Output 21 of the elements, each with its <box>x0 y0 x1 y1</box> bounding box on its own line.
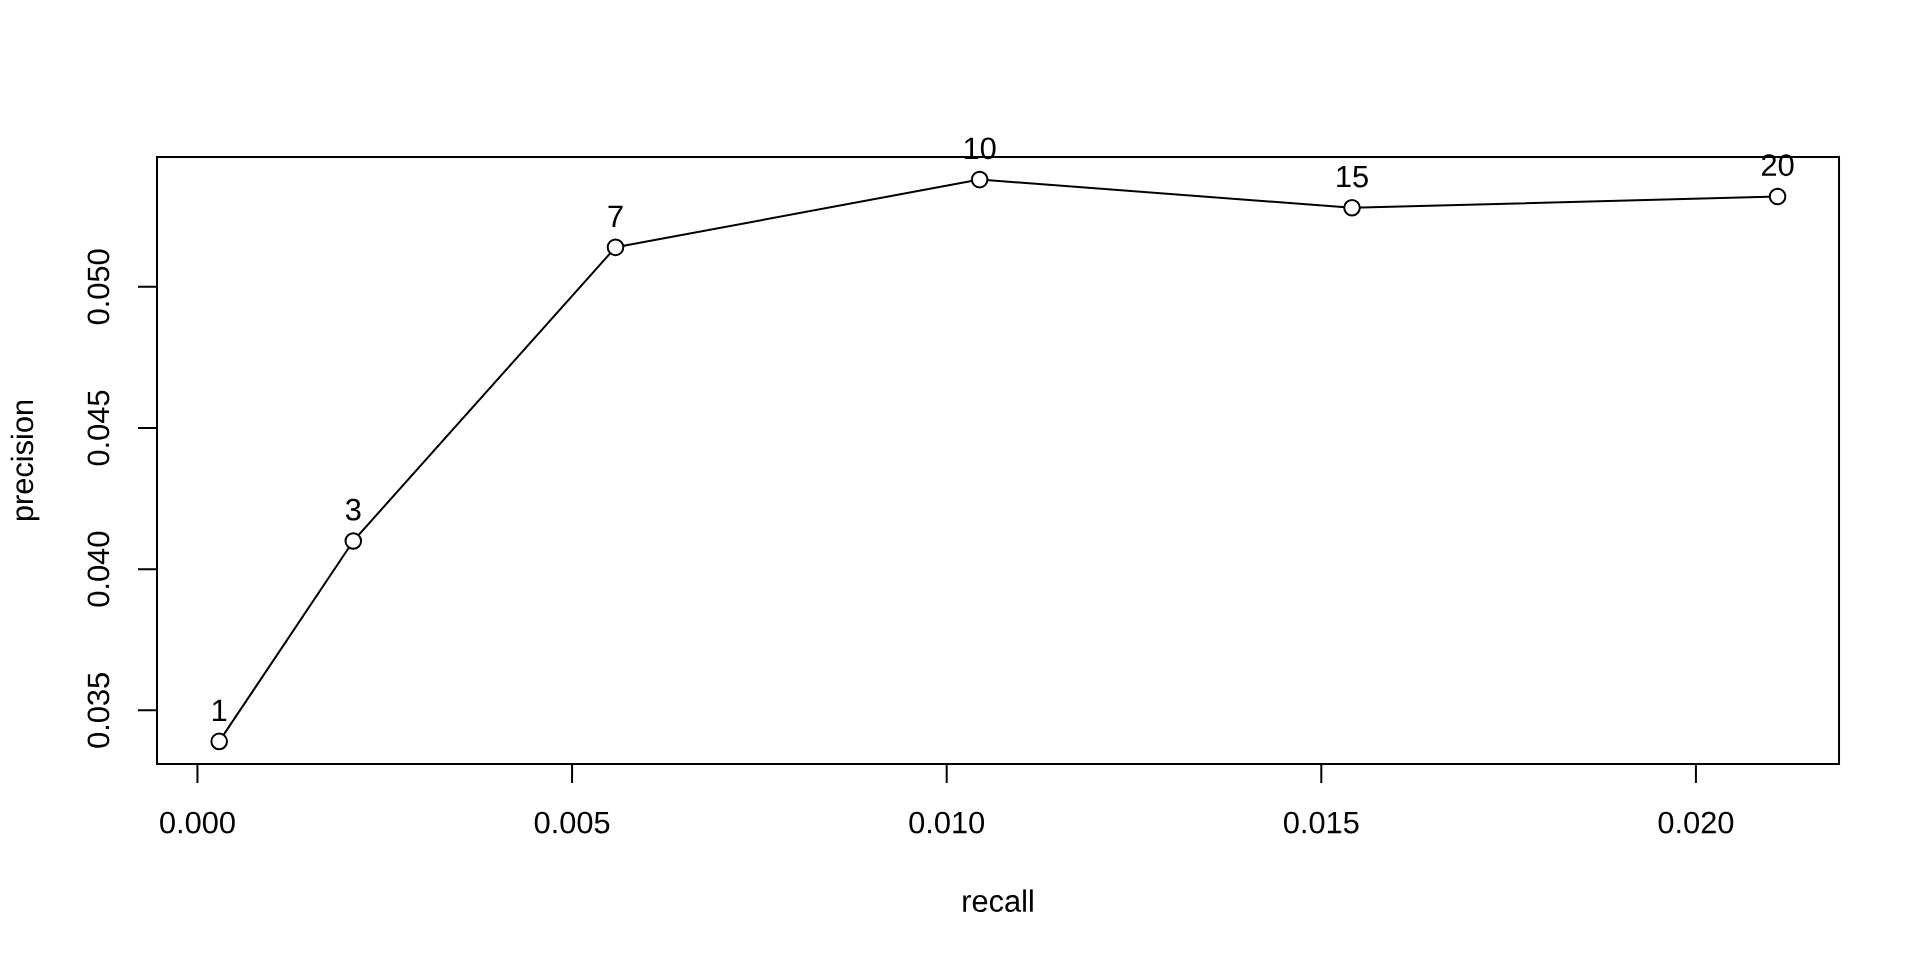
y-axis-title: precision <box>10 400 40 521</box>
y-tick-label: 0.040 <box>87 531 110 607</box>
x-tick-label: 0.010 <box>909 811 985 834</box>
x-axis-title: recall <box>963 889 1033 913</box>
x-tick-label: 0.020 <box>1658 811 1734 834</box>
annotation: 3 <box>345 498 361 521</box>
x-tick-label: 0.005 <box>534 811 610 834</box>
y-tick-label: 0.035 <box>87 673 110 748</box>
annotation: 1 <box>212 699 227 722</box>
y-tick-label: 0.050 <box>87 249 110 325</box>
point <box>970 170 989 189</box>
point <box>1768 187 1787 206</box>
x-tick-label: 0.000 <box>160 811 235 834</box>
y-tick-label: 0.045 <box>87 390 110 466</box>
x-tick-label: 0.015 <box>1283 811 1359 834</box>
point <box>344 532 363 550</box>
point <box>606 238 625 257</box>
annotation: 15 <box>1337 165 1368 188</box>
point <box>210 732 228 751</box>
annotation: 7 <box>608 205 623 227</box>
point <box>1343 199 1361 217</box>
